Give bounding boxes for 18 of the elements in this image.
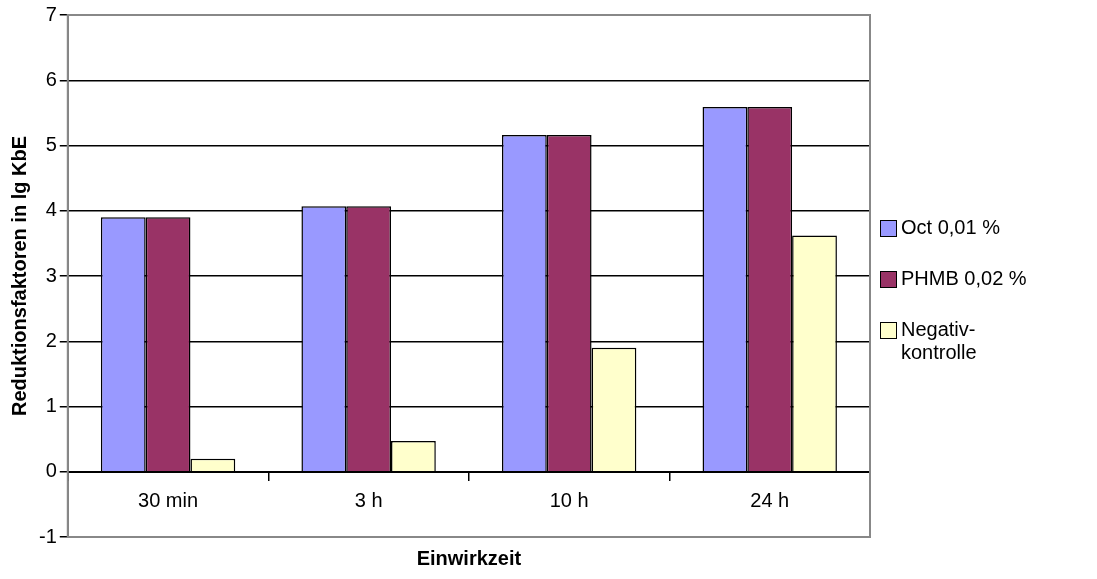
legend-label: Negativ-kontrolle — [901, 317, 978, 364]
y-tick-label: 7 — [45, 2, 57, 25]
x-tick-label: 24 h — [750, 489, 790, 512]
y-tick-label: 3 — [45, 263, 57, 286]
y-tick-label: 1 — [45, 394, 57, 417]
x-axis-title: Einwirkzeit — [416, 546, 522, 569]
y-axis-title: Reduktionsfaktoren in lg KbE — [7, 135, 30, 417]
y-tick-label: 6 — [45, 67, 57, 90]
x-tick-label: 3 h — [354, 489, 383, 512]
y-tick-label: 4 — [45, 198, 57, 221]
x-tick-label: 10 h — [549, 489, 589, 512]
x-tick-label: 30 min — [138, 489, 199, 512]
y-tick-label: 5 — [45, 133, 57, 156]
y-tick-label: -1 — [38, 524, 57, 547]
y-tick-label: 2 — [45, 328, 57, 351]
legend-label: Oct 0,01 % — [901, 215, 1001, 239]
legend-label: PHMB 0,02 % — [901, 266, 1028, 290]
y-tick-label: 0 — [45, 459, 57, 482]
